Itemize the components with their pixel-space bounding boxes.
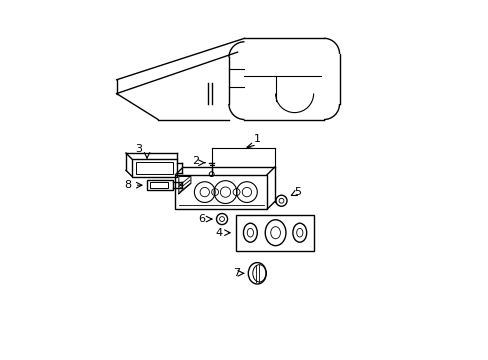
- Text: 6: 6: [198, 214, 205, 224]
- Text: 4: 4: [215, 228, 222, 238]
- Text: 8: 8: [124, 180, 131, 190]
- Text: 7: 7: [232, 268, 240, 278]
- Text: 3: 3: [135, 144, 142, 154]
- Text: 2: 2: [192, 156, 199, 166]
- Text: 1: 1: [253, 134, 260, 144]
- Text: 5: 5: [294, 187, 301, 197]
